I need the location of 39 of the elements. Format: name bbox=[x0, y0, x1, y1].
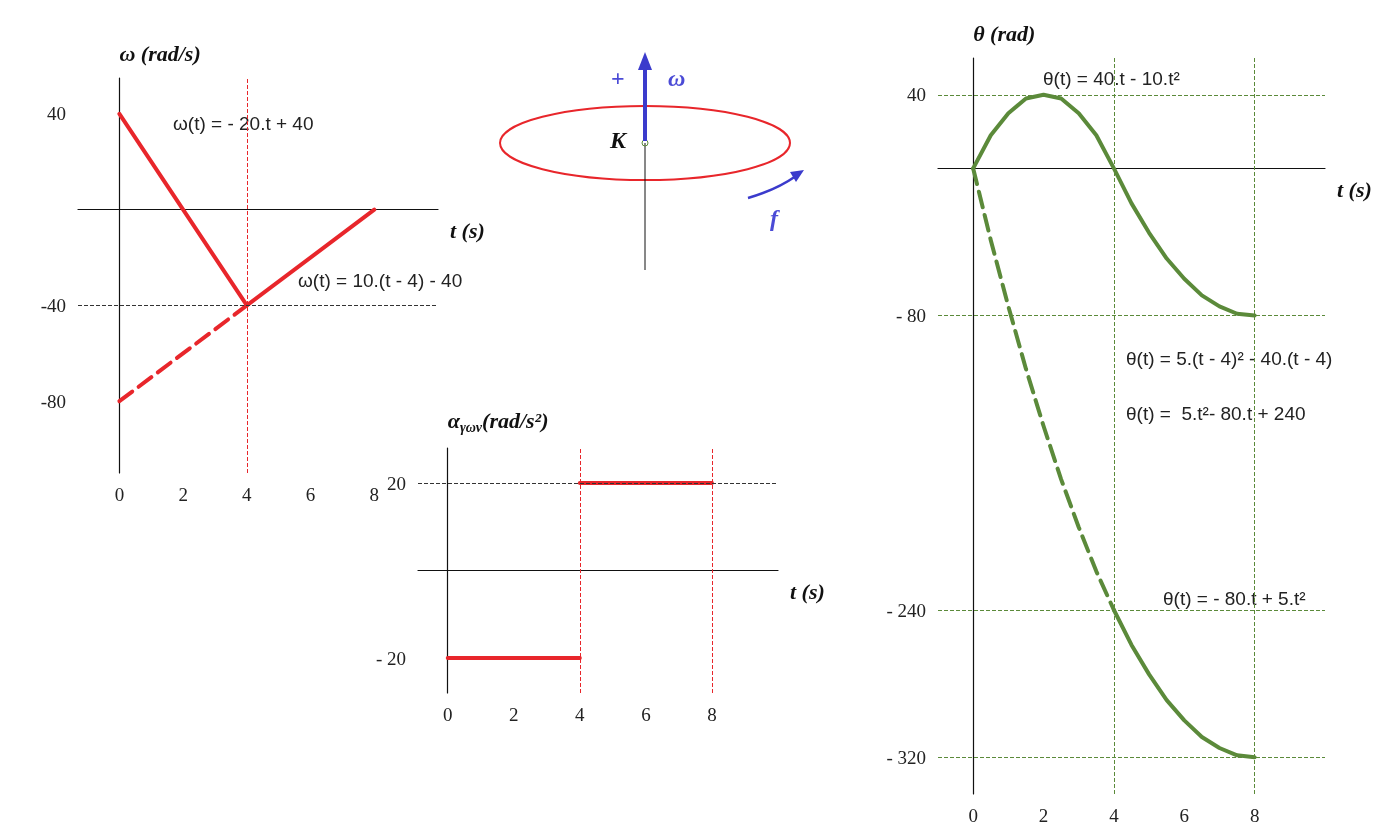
text: K bbox=[609, 127, 628, 153]
annotation: ω(t) = 10.(t - 4) - 40 bbox=[298, 269, 463, 291]
annotation: θ(t) = 5.(t - 4)² - 40.(t - 4) bbox=[1126, 347, 1333, 369]
annotation: ω(t) = - 20.t + 40 bbox=[173, 112, 314, 134]
y-tick-label: - 80 bbox=[895, 305, 926, 327]
x-axis-title: t (s) bbox=[450, 218, 485, 244]
y-tick-label: - 240 bbox=[886, 599, 926, 621]
x-axis-title: t (s) bbox=[790, 579, 825, 604]
y-tick-label: 40 bbox=[907, 84, 926, 106]
y-axis-title: θ (rad) bbox=[973, 20, 1036, 46]
text: ω bbox=[668, 65, 686, 91]
x-axis-title: t (s) bbox=[1337, 176, 1372, 202]
y-tick-label: - 20 bbox=[375, 647, 406, 669]
annotation: θ(t) = 5.t²- 80.t + 240 bbox=[1126, 402, 1306, 424]
annotation: θ(t) = - 80.t + 5.t² bbox=[1163, 587, 1306, 609]
y-tick-label: 40 bbox=[47, 103, 66, 125]
x-tick-label: 4 bbox=[242, 484, 253, 505]
x-tick-label: 0 bbox=[442, 704, 453, 725]
x-tick-label: 4 bbox=[1109, 805, 1120, 826]
y-axis-title: ω (rad/s) bbox=[119, 40, 201, 66]
annotation: θ(t) = 40.t - 10.t² bbox=[1043, 67, 1180, 89]
x-tick-label: 8 bbox=[369, 484, 380, 505]
y-tick-label: -40 bbox=[40, 294, 66, 316]
x-tick-label: 8 bbox=[1249, 805, 1260, 826]
x-tick-label: 2 bbox=[178, 484, 188, 505]
text: + bbox=[611, 65, 625, 91]
x-tick-label: 2 bbox=[509, 704, 519, 725]
text: f bbox=[770, 205, 780, 231]
y-tick-label: 20 bbox=[387, 472, 406, 494]
x-tick-label: 6 bbox=[641, 704, 651, 725]
x-tick-label: 8 bbox=[707, 704, 717, 725]
x-tick-label: 6 bbox=[1179, 805, 1190, 826]
x-tick-label: 4 bbox=[575, 704, 586, 725]
x-tick-label: 0 bbox=[114, 484, 125, 505]
x-tick-label: 0 bbox=[968, 805, 978, 826]
y-tick-label: - 320 bbox=[886, 746, 926, 768]
y-tick-label: -80 bbox=[40, 390, 66, 412]
x-tick-label: 6 bbox=[305, 484, 316, 505]
x-tick-label: 2 bbox=[1038, 805, 1049, 826]
